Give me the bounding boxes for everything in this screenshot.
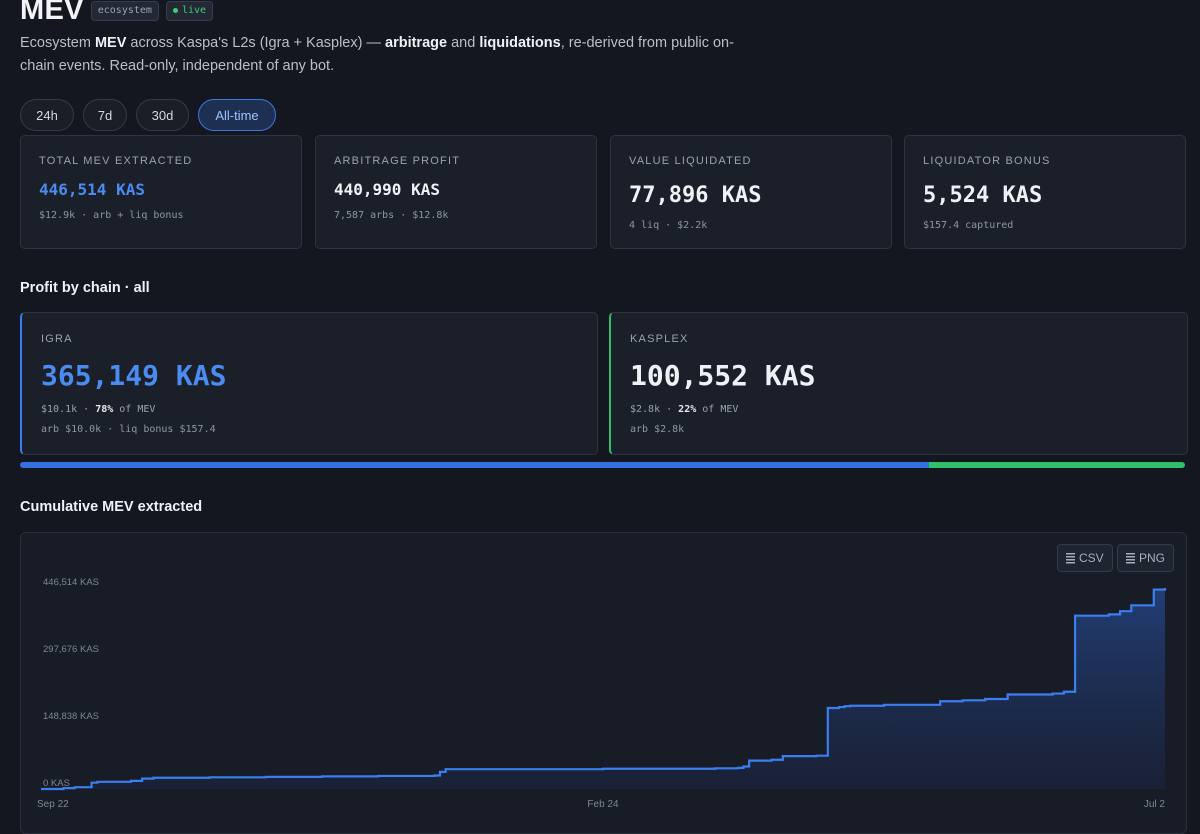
- csv-export-button[interactable]: CSV: [1057, 544, 1113, 572]
- profit-by-chain-title: Profit by chain · all: [20, 280, 150, 296]
- chain-value: 100,552 KAS: [630, 359, 816, 392]
- live-badge-label: live: [181, 4, 207, 16]
- chart-title: Cumulative MEV extracted: [20, 499, 203, 515]
- chain-share: $10.1k · 78% of MEV: [41, 404, 156, 415]
- x-tick-label: Jul 2: [1144, 799, 1166, 810]
- y-tick-label: 297,676 KAS: [43, 644, 99, 655]
- chain-pct: 22%: [678, 404, 697, 415]
- stat-value: 440,990 KAS: [334, 180, 440, 199]
- chain-pct: 78%: [95, 404, 114, 415]
- chain-of-mev: of MEV: [119, 404, 156, 415]
- chain-label: KASPLEX: [630, 333, 689, 345]
- stat-sub: 4 liq · $2.2k: [629, 220, 708, 231]
- desc-text: across Kaspa's L2s (Igra + Kasplex) —: [126, 35, 386, 51]
- desc-text: and: [447, 35, 480, 51]
- stat-label: ARBITRAGE PROFIT: [334, 155, 461, 167]
- y-tick-label: 148,838 KAS: [43, 711, 99, 722]
- chain-share-bar-kasplex: [928, 462, 1185, 468]
- live-dot-icon: [172, 8, 178, 13]
- stat-sub: 7,587 arbs · $12.8k: [334, 210, 449, 221]
- stat-value: 446,514 KAS: [39, 180, 145, 199]
- chart-svg: 0 KAS 148,838 KAS 297,676 KAS 446,514 KAS S…: [37, 577, 1167, 810]
- desc-text: Ecosystem: [20, 35, 95, 51]
- stat-card-total-mev: TOTAL MEV EXTRACTED 446,514 KAS $12.9k ·…: [20, 135, 302, 249]
- desc-bold: arbitrage: [385, 35, 448, 51]
- y-tick-label: 0 KAS: [43, 778, 70, 789]
- chart-line: [41, 588, 1167, 791]
- document-icon: [1126, 552, 1135, 564]
- chain-card-igra: IGRA 365,149 KAS $10.1k · 78% of MEV arb…: [20, 312, 598, 455]
- chain-usd: $10.1k: [41, 404, 78, 415]
- chain-of-mev: of MEV: [702, 404, 739, 415]
- chain-usd: $2.8k: [630, 404, 661, 415]
- chart-area: [41, 588, 1165, 789]
- desc-bold: liquidations: [479, 35, 561, 51]
- stat-card-arbitrage-profit: ARBITRAGE PROFIT 440,990 KAS 7,587 arbs …: [315, 135, 597, 249]
- chain-share-bar: [20, 462, 1185, 468]
- stat-label: VALUE LIQUIDATED: [629, 155, 752, 167]
- x-tick-label: Sep 22: [37, 799, 69, 810]
- cumulative-mev-chart: CSV PNG 0 KAS 148,838 KAS 297,676 KAS 446,5…: [20, 532, 1187, 834]
- desc-bold: MEV: [94, 35, 127, 51]
- chain-share-bar-igra: [20, 462, 929, 468]
- live-badge: live: [165, 0, 214, 21]
- stat-value: 77,896 KAS: [629, 183, 762, 208]
- tab-30d[interactable]: 30d: [136, 99, 189, 131]
- chain-value: 365,149 KAS: [41, 359, 227, 392]
- tab-7d[interactable]: 7d: [83, 99, 127, 131]
- y-tick-label: 446,514 KAS: [43, 577, 99, 588]
- page-header: MEV ecosystem live: [20, 0, 214, 27]
- chain-breakdown: arb $10.0k · liq bonus $157.4: [41, 424, 216, 435]
- page-title: MEV: [20, 0, 84, 26]
- csv-button-label: CSV: [1079, 551, 1104, 565]
- page-description: Ecosystem MEV across Kaspa's L2s (Igra +…: [20, 32, 740, 78]
- stat-value: 5,524 KAS: [923, 183, 1043, 208]
- png-button-label: PNG: [1139, 551, 1166, 565]
- stat-sub: $12.9k · arb + liq bonus: [39, 210, 184, 221]
- stat-label: LIQUIDATOR BONUS: [923, 155, 1051, 167]
- chain-card-kasplex: KASPLEX 100,552 KAS $2.8k · 22% of MEV a…: [609, 312, 1188, 455]
- tab-24h[interactable]: 24h: [20, 99, 74, 131]
- stat-sub: $157.4 captured: [923, 220, 1014, 231]
- tab-all-time[interactable]: All-time: [198, 99, 276, 131]
- stat-cards: TOTAL MEV EXTRACTED 446,514 KAS $12.9k ·…: [20, 135, 1190, 249]
- chain-breakdown: arb $2.8k: [630, 424, 685, 435]
- chain-label: IGRA: [41, 333, 73, 345]
- document-icon: [1066, 552, 1075, 564]
- png-export-button[interactable]: PNG: [1117, 544, 1175, 572]
- time-range-tabs: 24h 7d 30d All-time: [20, 99, 276, 131]
- chain-share: $2.8k · 22% of MEV: [630, 404, 739, 415]
- x-tick-label: Feb 24: [587, 799, 619, 810]
- stat-label: TOTAL MEV EXTRACTED: [39, 155, 193, 167]
- desc-text: , re-derived from public on-chain events…: [20, 35, 734, 74]
- stat-card-liquidator-bonus: LIQUIDATOR BONUS 5,524 KAS $157.4 captur…: [904, 135, 1186, 249]
- ecosystem-badge: ecosystem: [90, 0, 159, 21]
- stat-card-value-liquidated: VALUE LIQUIDATED 77,896 KAS 4 liq · $2.2…: [610, 135, 892, 249]
